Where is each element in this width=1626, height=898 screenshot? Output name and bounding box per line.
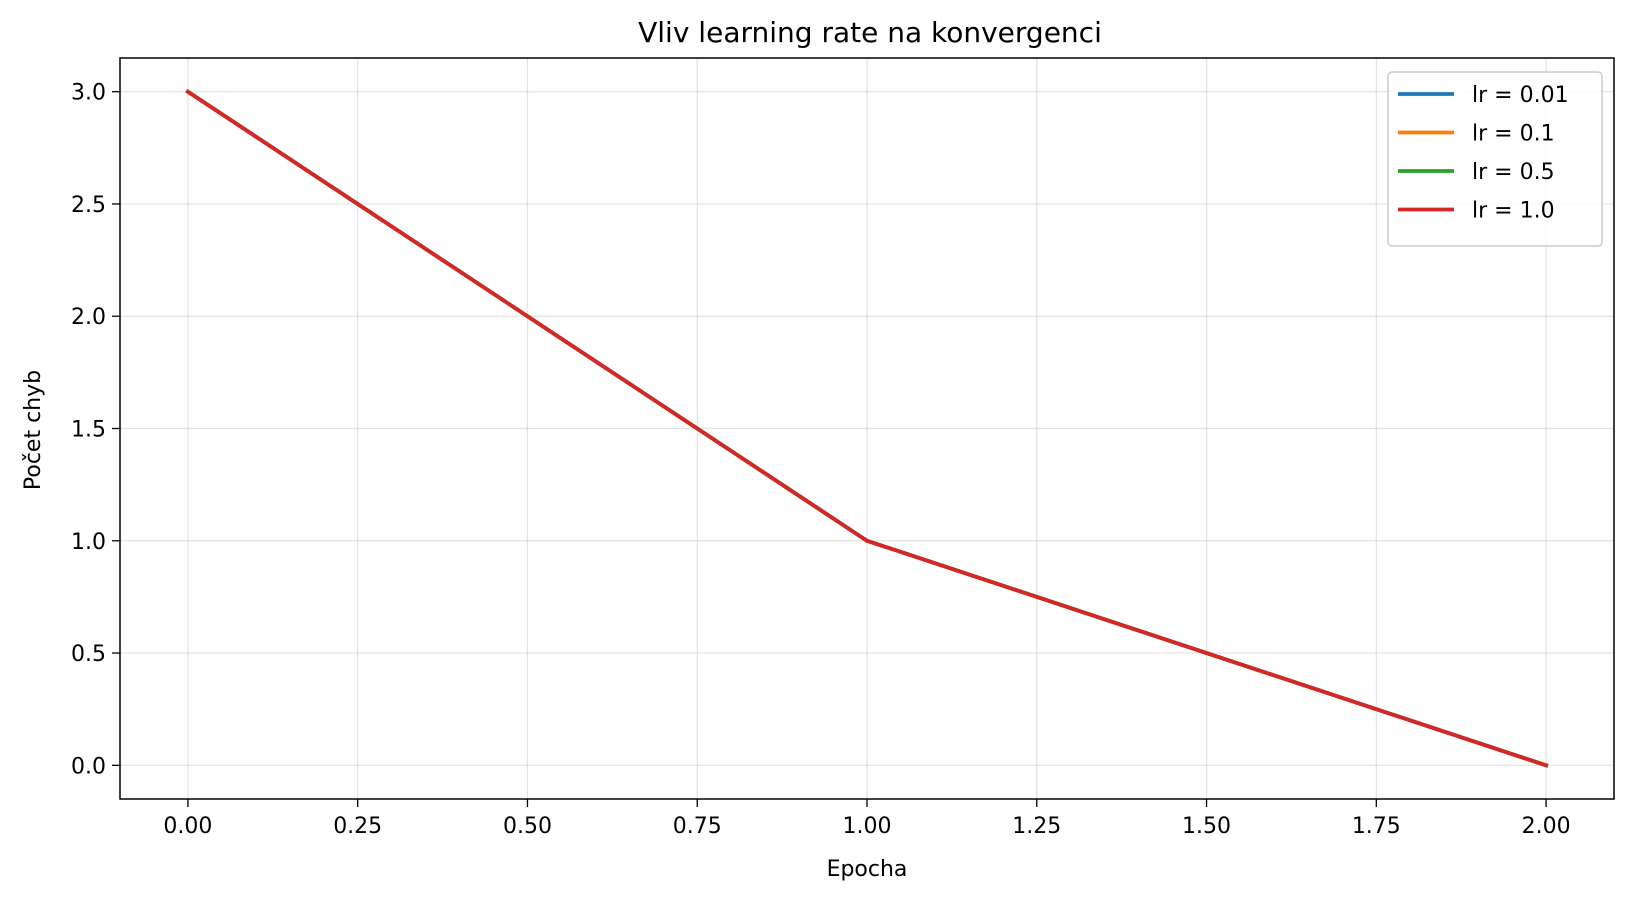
legend-frame	[1387, 71, 1603, 247]
legend-label-4: lr = 1.0	[1472, 199, 1555, 224]
x-tick-label: 1.25	[1012, 814, 1061, 839]
x-tick-label: 0.00	[163, 814, 212, 839]
x-tick-label: 1.00	[843, 814, 892, 839]
series-line-4	[185, 89, 1549, 768]
chart-title: Vliv learning rate na konvergenci	[638, 16, 1102, 49]
legend: lr = 0.01 lr = 0.1 lr = 0.5 lr = 1.0	[1387, 71, 1603, 247]
grid	[120, 58, 1614, 799]
y-tick-label: 1.5	[71, 418, 106, 443]
y-tick-label: 3.0	[71, 81, 106, 106]
legend-label-1: lr = 0.01	[1472, 83, 1569, 108]
y-tick-label: 0.5	[71, 642, 106, 667]
y-tick-label: 2.5	[71, 193, 106, 218]
legend-label-2: lr = 0.1	[1472, 122, 1555, 147]
y-tick-label: 0.0	[71, 754, 106, 779]
y-axis-label: Počet chyb	[21, 370, 46, 490]
x-tick-label: 0.25	[333, 814, 382, 839]
y-axis: 0.0 0.5 1.0 1.5 2.0 2.5 3.0	[71, 81, 120, 779]
y-tick-label: 1.0	[71, 530, 106, 555]
x-tick-label: 1.50	[1182, 814, 1231, 839]
x-axis-label: Epocha	[827, 857, 908, 882]
x-tick-label: 0.75	[673, 814, 722, 839]
x-tick-label: 0.50	[503, 814, 552, 839]
x-tick-label: 2.00	[1522, 814, 1571, 839]
legend-label-3: lr = 0.5	[1472, 160, 1555, 185]
series-layer	[185, 89, 1549, 768]
x-tick-label: 1.75	[1352, 814, 1401, 839]
y-tick-label: 2.0	[71, 305, 106, 330]
x-axis: 0.00 0.25 0.50 0.75 1.00 1.25 1.50 1.75 2.00	[163, 799, 1571, 839]
